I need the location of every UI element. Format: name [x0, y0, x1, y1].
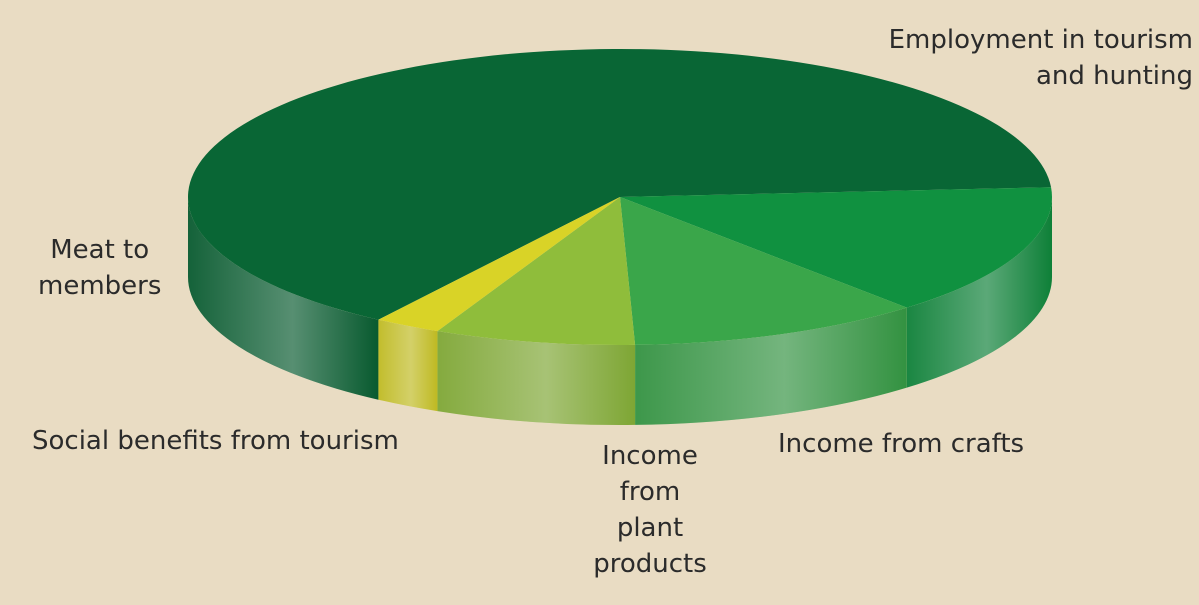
label-line: members [38, 271, 162, 301]
label-line: and hunting [1035, 61, 1193, 91]
label-employment-tourism-hunting: Employment in tourism and hunting [889, 22, 1193, 94]
slice-side-highlight [635, 307, 907, 425]
label-line: Income from crafts [778, 429, 1025, 459]
slice-income-from-crafts [378, 197, 620, 332]
label-income-from-crafts: Income from crafts [778, 426, 1024, 462]
slice-side-highlight [437, 331, 636, 425]
label-line: products [593, 549, 707, 579]
slice-social-benefits-from-tourism [620, 197, 907, 345]
label-line: Social benefits from tourism [32, 426, 399, 456]
slice-meat-to-members [620, 187, 1052, 308]
slice-income-from-plant-products [437, 197, 636, 345]
label-income-plant-products: Income from plant products [570, 438, 730, 582]
label-line: Meat to [50, 235, 150, 265]
label-social-benefits-tourism: Social benefits from tourism [32, 423, 399, 459]
label-line: from [619, 477, 681, 507]
label-meat-to-members: Meat to members [38, 232, 161, 304]
slice-side-highlight [188, 197, 379, 400]
slice-side-highlight [906, 197, 1052, 388]
label-line: Income [602, 441, 698, 471]
label-line: Employment in tourism [888, 25, 1193, 55]
slice-side-highlight [378, 319, 438, 412]
slice-employment-in-tourism-and-hunting [188, 49, 1052, 320]
label-line: plant [616, 513, 684, 543]
